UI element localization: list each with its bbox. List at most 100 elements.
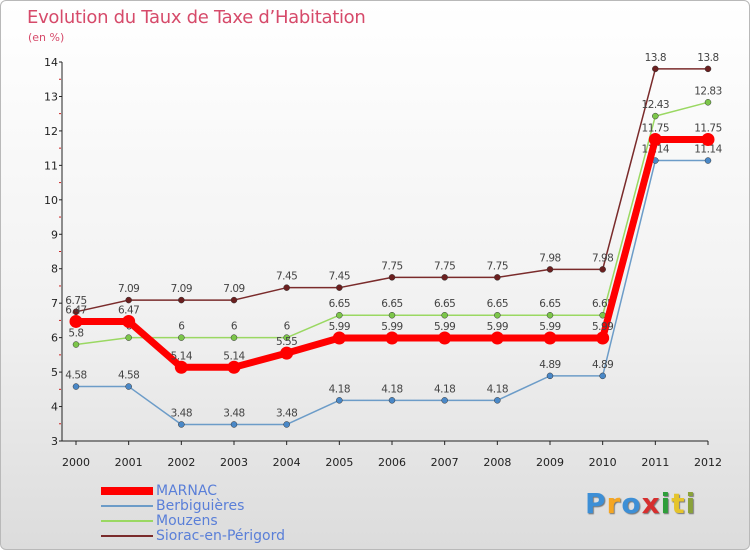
data-label: 4.18 [434,383,455,395]
data-label: 7.98 [539,252,560,264]
x-tick-label: 2000 [62,456,90,469]
data-point [438,331,452,345]
logo-letter: i [660,487,672,520]
x-tick-label: 2005 [325,456,353,469]
data-point [441,397,448,404]
data-point [178,421,185,428]
data-label: 5.8 [68,328,83,340]
logo-letter: i [685,487,697,520]
logo-letter: r [606,487,622,520]
data-label: 5.55 [276,336,297,348]
data-label: 4.89 [539,359,560,371]
series-marnac: 6.47 6.47 5.14 5.14 5.55 5.99 5.99 5.99 5.99 5.99… [65,123,722,374]
data-point [704,157,712,164]
data-point [72,308,80,316]
data-label: 4.58 [65,370,86,382]
data-label: 7.09 [171,283,192,295]
x-tick-label: 2001 [115,456,143,469]
data-point [336,284,343,291]
data-label: 3.48 [223,407,244,419]
legend-swatch [101,487,153,495]
legend-swatch [101,535,153,537]
data-point [648,133,662,147]
data-label: 7.98 [592,252,613,264]
data-point [388,311,396,319]
data-label: 6 [178,321,185,333]
data-label: 5.99 [381,321,402,333]
data-point [494,311,501,319]
data-point [174,360,188,374]
data-label: 4.18 [381,383,402,395]
data-point [546,372,554,380]
logo-letter: o [621,487,642,520]
y-tick-label: 11 [44,159,58,172]
data-label: 5.99 [539,321,560,333]
x-tick-label: 2002 [167,456,195,469]
data-point [332,331,346,345]
data-point [599,372,606,380]
data-point [283,334,290,341]
data-label: 6.47 [65,304,86,316]
y-tick-label: 14 [44,56,58,69]
legend-label: Berbiguières [156,498,245,514]
x-tick-label: 2009 [536,456,564,469]
data-point [543,331,557,345]
data-label: 6 [284,321,291,333]
data-point [283,421,290,428]
data-point [704,65,712,73]
data-point [125,334,132,341]
data-point [69,314,83,328]
x-tick-label: 2010 [589,456,617,469]
data-label: 6.65 [381,298,402,310]
legend-label: MARNAC [156,483,217,499]
logo-letter: P [585,487,607,520]
y-tick-label: 9 [51,228,58,241]
data-label: 7.45 [276,271,297,283]
data-point [704,99,712,106]
data-point [441,274,448,281]
data-point [72,383,80,390]
data-label: 5.14 [171,350,193,362]
data-point [596,331,610,345]
data-label: 13.8 [697,52,718,64]
data-point [230,334,238,341]
data-label: 11.75 [642,123,670,135]
data-point [546,266,554,273]
data-label: 6.65 [329,298,350,310]
data-label: 12.83 [694,85,722,97]
data-label: 3.48 [276,407,297,419]
x-tick-label: 2003 [220,456,248,469]
y-tick-label: 10 [44,194,58,207]
data-label: 5.99 [592,321,613,333]
data-label: 7.45 [329,271,350,283]
y-tick-label: 4 [51,401,58,414]
proxiti-logo: Proxiti [585,487,696,520]
data-label: 5.99 [329,321,350,333]
legend-label: Siorac-en-Périgord [156,528,286,544]
y-tick-label: 8 [51,263,58,276]
data-point [494,274,501,281]
data-point [388,397,396,404]
data-label: 7.09 [223,283,244,295]
data-point [122,314,136,328]
data-label: 4.89 [592,359,613,371]
series-mouzens: 5.866666.656.656.656.656.656.6512.4312.8… [68,85,722,348]
chart-unit-label: (en %) [28,31,65,44]
data-point [652,112,659,120]
data-point [441,311,448,319]
data-point [701,133,715,147]
data-point [336,311,343,319]
data-label: 7.09 [118,283,139,295]
data-point [280,346,294,360]
data-point [546,311,554,319]
data-label: 7.75 [487,260,508,272]
x-tick-label: 2007 [431,456,459,469]
data-label: 5.99 [434,321,455,333]
data-label: 11.75 [694,123,722,135]
series-siorac-en-perigord: 6.75 7.09 7.09 7.09 7.45 7.45 7.75 7.75 7.75 7.98… [65,52,719,316]
data-label: 13.8 [645,52,666,64]
data-label: 6.65 [539,298,560,310]
data-label: 11.14 [694,144,722,156]
data-point [652,65,659,73]
x-tick-label: 2012 [694,456,722,469]
